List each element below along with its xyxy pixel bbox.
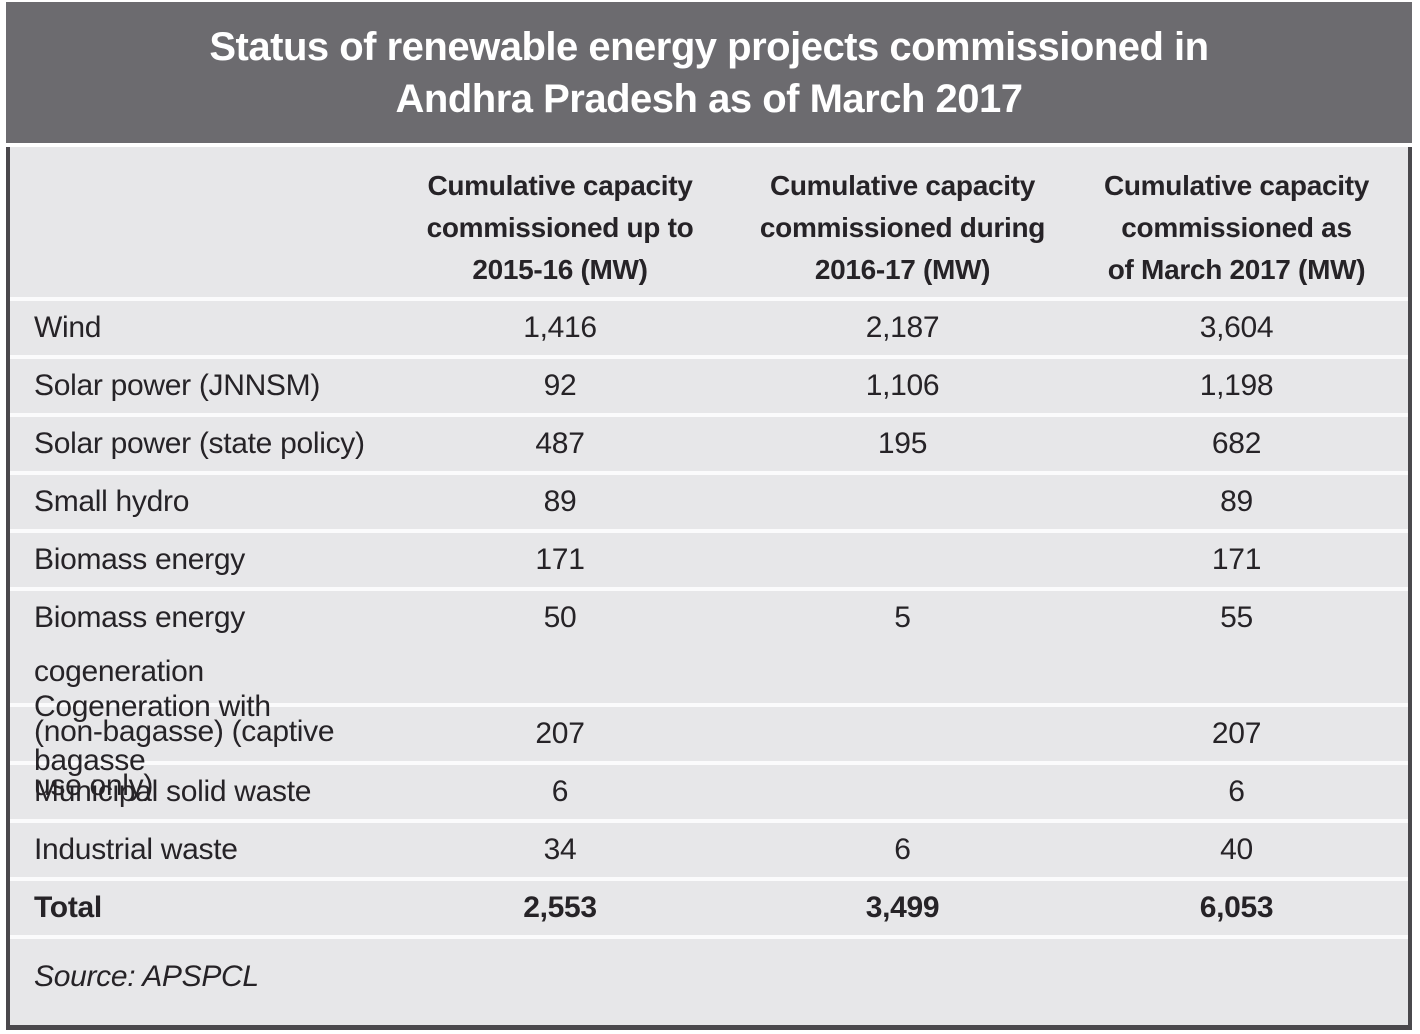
source-note: Source: APSPCL xyxy=(34,960,259,993)
table-row-biomass-energy: Biomass energy 171 171 xyxy=(10,533,1408,591)
cell-value: 40 xyxy=(1220,833,1253,866)
column-header-line: 2016-17 (MW) xyxy=(814,254,991,285)
row-label: Solar power (state policy) xyxy=(34,427,365,460)
row-label: Wind xyxy=(34,311,102,344)
row-label: Municipal solid waste xyxy=(34,775,312,808)
table-row-total: Total 2,553 3,499 6,053 xyxy=(10,881,1408,939)
table-row-wind: Wind 1,416 2,187 3,604 xyxy=(10,301,1408,359)
column-header-during-2016-17: Cumulative capacity commissioned during … xyxy=(740,147,1065,291)
cell-value: 55 xyxy=(1220,601,1253,634)
table-row-solar-state-policy: Solar power (state policy) 487 195 682 xyxy=(10,417,1408,475)
column-header-line: commissioned as xyxy=(1121,212,1352,243)
row-label-line-1: Biomass energy cogeneration xyxy=(34,601,245,688)
cell-value: 6,053 xyxy=(1199,891,1274,924)
cell-value: 195 xyxy=(877,427,928,460)
cell-value: 171 xyxy=(1211,543,1262,576)
cell-value: 89 xyxy=(543,485,577,518)
table-row-biomass-cogeneration: Biomass energy cogeneration (non-bagasse… xyxy=(10,591,1408,802)
title-banner: Status of renewable energy projects comm… xyxy=(6,2,1412,143)
cell-value: 682 xyxy=(1211,427,1262,460)
source-area: Source: APSPCL xyxy=(10,939,1408,1025)
cell-value: 50 xyxy=(543,601,577,634)
cell-value: 487 xyxy=(535,427,585,460)
table-row-municipal-solid-waste: Municipal solid waste 6 6 xyxy=(10,765,1408,823)
cell-value: 6 xyxy=(551,775,569,808)
cell-value: 34 xyxy=(543,833,577,866)
cell-value: 89 xyxy=(1220,485,1253,518)
row-label: Small hydro xyxy=(34,485,190,518)
table-header-row: Cumulative capacity commissioned up to 2… xyxy=(10,147,1408,301)
cell-value: 3,604 xyxy=(1199,311,1274,344)
column-header-line: Cumulative capacity xyxy=(427,170,693,201)
table-row-solar-jnnsm: Solar power (JNNSM) 92 1,106 1,198 xyxy=(10,359,1408,417)
data-table: Cumulative capacity commissioned up to 2… xyxy=(6,147,1412,1030)
column-header-line: Cumulative capacity xyxy=(769,170,1036,201)
table-row-small-hydro: Small hydro 89 89 xyxy=(10,475,1408,533)
column-header-line: Cumulative capacity xyxy=(1103,170,1370,201)
cell-value: 1,416 xyxy=(523,311,597,344)
column-header-line: commissioned during xyxy=(759,212,1046,243)
row-label: Biomass energy xyxy=(34,543,245,576)
cell-value: 3,499 xyxy=(865,891,940,924)
cell-value: 5 xyxy=(894,601,911,634)
table-row-industrial-waste: Industrial waste 34 6 40 xyxy=(10,823,1408,881)
cell-value: 171 xyxy=(535,543,585,576)
page-title-line-1: Status of renewable energy projects comm… xyxy=(209,24,1209,69)
column-header-upto-2015-16: Cumulative capacity commissioned up to 2… xyxy=(380,147,740,291)
row-label: Solar power (JNNSM) xyxy=(34,369,321,402)
column-header-line: commissioned up to xyxy=(426,212,694,243)
cell-value: 1,106 xyxy=(865,369,940,402)
row-label: Industrial waste xyxy=(34,833,238,866)
table-row-cogeneration-bagasse: Cogeneration with bagasse 207 207 xyxy=(10,690,1408,777)
cell-value: 207 xyxy=(535,717,585,750)
column-header-line: of March 2017 (MW) xyxy=(1107,254,1366,285)
column-header-asof-march-2017: Cumulative capacity commissioned as of M… xyxy=(1065,147,1408,291)
cell-value: 6 xyxy=(894,833,911,866)
row-label: Cogeneration with bagasse xyxy=(34,690,271,777)
row-label: Total xyxy=(34,891,102,924)
cell-value: 2,553 xyxy=(523,891,597,924)
cell-value: 6 xyxy=(1228,775,1245,808)
cell-value: 2,187 xyxy=(865,311,940,344)
cell-value: 92 xyxy=(543,369,577,402)
cell-value: 207 xyxy=(1211,717,1262,750)
page-title-line-2: Andhra Pradesh as of March 2017 xyxy=(395,76,1023,121)
cell-value: 1,198 xyxy=(1199,369,1274,402)
column-header-line: 2015-16 (MW) xyxy=(472,254,648,285)
row-label: Biomass energy cogeneration (non-bagasse… xyxy=(10,591,380,813)
row-label-line-2: (non-bagasse) (captive use only) xyxy=(34,715,335,802)
